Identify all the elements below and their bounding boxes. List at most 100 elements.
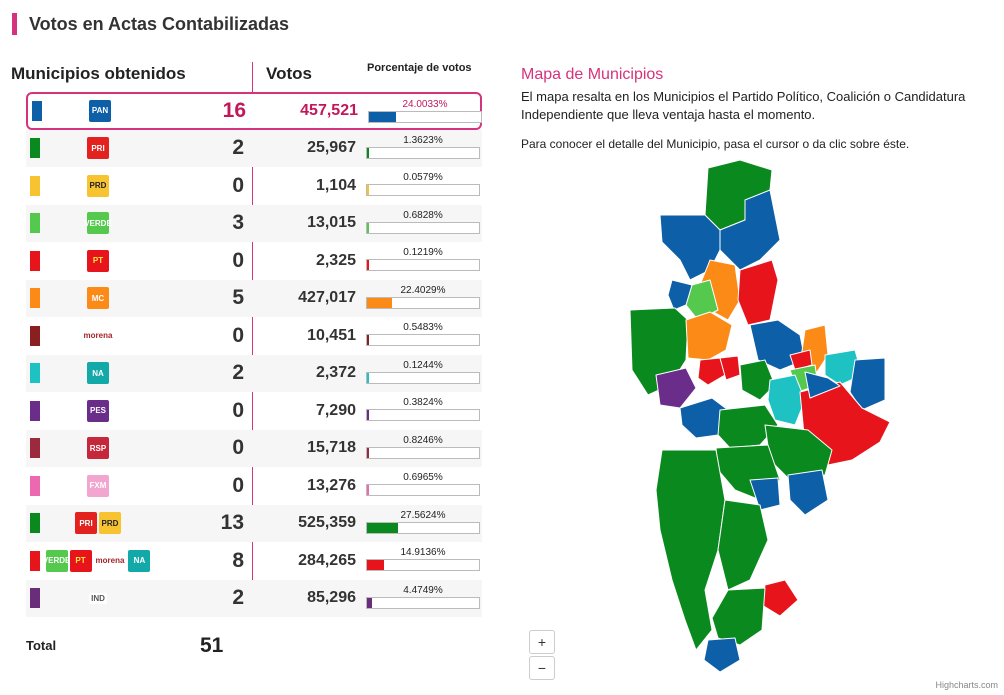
party-logo-group: PRD	[40, 171, 156, 201]
party-color-swatch	[30, 400, 40, 421]
table-row: NA 2 2,372 0.1244%	[26, 354, 482, 392]
votes-count: 13,015	[307, 214, 356, 232]
table-row: IND 2 85,296 4.4749%	[26, 579, 482, 617]
map-region[interactable]	[719, 355, 741, 381]
table-row: RSP 0 15,718 0.8246%	[26, 429, 482, 467]
map-hint: Para conocer el detalle del Municipio, p…	[521, 137, 910, 151]
table-row: PRI PRD 13 525,359 27.5624%	[26, 504, 482, 542]
party-color-swatch	[30, 550, 40, 571]
party-logo-group: RSP	[40, 433, 156, 463]
col-header-municipios: Municipios obtenidos	[11, 64, 186, 83]
zoom-in-button[interactable]: +	[529, 630, 555, 654]
percent-label: 27.5624%	[400, 509, 446, 521]
total-label: Total	[26, 638, 57, 653]
percent-label: 22.4029%	[400, 284, 446, 296]
party-logo-group: morena	[40, 321, 156, 351]
percent-cell: 0.1219%	[366, 246, 480, 271]
map-region[interactable]	[711, 587, 766, 646]
votes-count: 457,521	[300, 101, 358, 119]
municipios-map[interactable]	[600, 160, 900, 680]
municipios-count: 0	[232, 323, 244, 347]
party-logo-icon: NA	[87, 362, 109, 385]
votes-count: 13,276	[307, 476, 356, 494]
percent-label: 0.8246%	[403, 434, 443, 446]
votes-count: 85,296	[307, 589, 356, 607]
party-logo-group: VERDE PT morena NA	[40, 546, 156, 576]
percent-bar-track	[368, 111, 482, 123]
percent-cell: 0.3824%	[366, 396, 480, 421]
party-logo-icon: PT	[87, 249, 109, 272]
votes-count: 2,372	[315, 364, 356, 382]
percent-label: 1.3623%	[403, 134, 443, 146]
map-region[interactable]	[655, 367, 697, 409]
percent-bar-fill	[367, 410, 369, 420]
percent-label: 0.1219%	[403, 247, 443, 258]
col-header-votos: Votos	[266, 64, 312, 83]
map-region[interactable]	[804, 371, 841, 399]
map-region[interactable]	[697, 357, 726, 386]
party-logo-icon: VERDE	[84, 212, 112, 235]
percent-cell: 0.0579%	[366, 171, 480, 196]
map-region[interactable]	[739, 359, 776, 401]
party-logo-group: PAN	[42, 96, 158, 126]
percent-bar-fill	[367, 485, 369, 495]
party-logo-icon: PES	[87, 399, 109, 422]
party-color-swatch	[30, 213, 40, 234]
map-region[interactable]	[737, 259, 779, 326]
percent-bar-fill	[367, 335, 369, 345]
map-description: El mapa resalta en los Municipios el Par…	[521, 89, 966, 122]
table-row: morena 0 10,451 0.5483%	[26, 317, 482, 355]
percent-bar-track	[366, 484, 480, 496]
party-logo-icon: PRI	[75, 512, 97, 535]
party-logo-group: PRI PRD	[40, 508, 156, 538]
party-logo-icon: PRD	[99, 512, 121, 535]
map-region[interactable]	[789, 349, 813, 371]
percent-bar-fill	[367, 222, 369, 233]
map-region[interactable]	[761, 579, 799, 617]
map-region[interactable]	[787, 469, 829, 516]
votes-count: 2,325	[315, 251, 356, 269]
map-region[interactable]	[749, 477, 781, 511]
map-region[interactable]	[685, 311, 733, 361]
party-logo-icon: PRD	[87, 174, 109, 197]
percent-bar-fill	[367, 372, 369, 383]
party-logo-group: PRI	[40, 133, 156, 163]
percent-bar-track	[366, 296, 480, 309]
table-row: PT 0 2,325 0.1219%	[26, 242, 482, 280]
map-region[interactable]	[717, 499, 769, 591]
party-logo-icon: PRI	[87, 137, 109, 160]
percent-cell: 0.6965%	[366, 471, 480, 496]
party-logo-group: NA	[40, 358, 156, 388]
percent-bar-track	[366, 596, 480, 609]
party-color-swatch	[32, 100, 42, 121]
percent-bar-fill	[367, 185, 369, 195]
map-region[interactable]	[667, 279, 693, 311]
percent-bar-track	[366, 334, 480, 346]
percent-bar-track	[366, 184, 480, 196]
municipios-count: 2	[232, 361, 244, 385]
municipios-count: 3	[232, 211, 244, 235]
map-region[interactable]	[767, 374, 806, 426]
percent-label: 24.0033%	[402, 99, 448, 110]
percent-label: 0.3824%	[403, 397, 443, 408]
party-color-swatch	[30, 475, 40, 496]
municipios-count: 0	[232, 436, 244, 460]
percent-label: 14.9136%	[400, 547, 446, 558]
highcharts-credits[interactable]: Highcharts.com	[935, 680, 998, 690]
zoom-out-button[interactable]: −	[529, 656, 555, 680]
table-row: VERDE 3 13,015 0.6828%	[26, 204, 482, 242]
municipios-count: 2	[232, 586, 244, 610]
percent-cell: 27.5624%	[366, 509, 480, 534]
percent-bar-fill	[367, 560, 384, 570]
percent-bar-track	[366, 521, 480, 534]
map-region[interactable]	[655, 449, 726, 651]
municipios-count: 8	[232, 548, 244, 572]
municipios-count: 0	[232, 248, 244, 272]
map-region[interactable]	[703, 637, 741, 673]
votes-count: 1,104	[315, 176, 356, 194]
party-color-swatch	[30, 325, 40, 346]
table-row: PRI 2 25,967 1.3623%	[26, 129, 482, 167]
percent-bar-fill	[367, 447, 369, 458]
percent-label: 0.1244%	[403, 359, 443, 371]
map-region[interactable]	[849, 357, 886, 411]
